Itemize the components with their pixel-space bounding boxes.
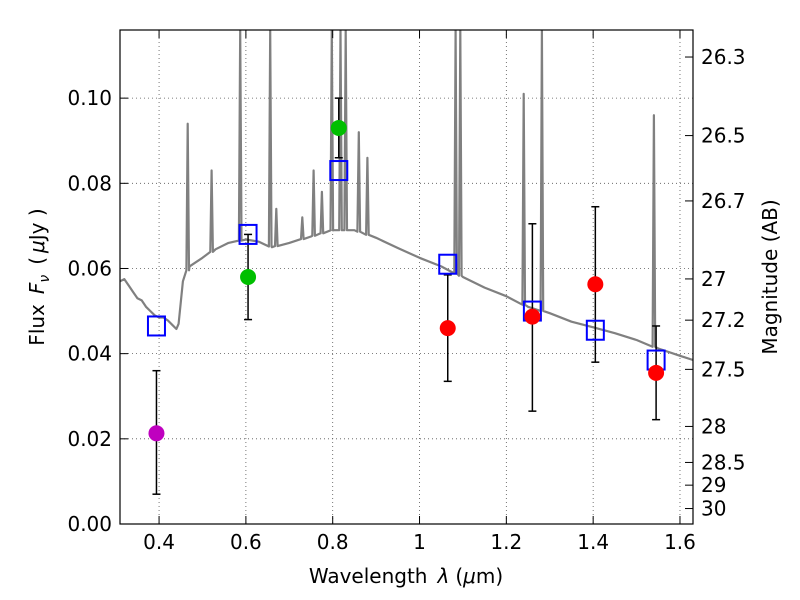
x-tick-label: 1.2 bbox=[490, 530, 522, 554]
mag-tick-label: 27.2 bbox=[701, 308, 746, 332]
observed-point bbox=[439, 320, 456, 337]
x-axis-title: Wavelength λ (μm) bbox=[309, 564, 503, 588]
x-tick-label: 1 bbox=[413, 530, 426, 554]
y-axis-unit-close: Jy ) bbox=[25, 208, 49, 242]
y-axis-unit-open: ( bbox=[25, 257, 49, 265]
observed-point bbox=[648, 364, 665, 381]
observed-point bbox=[330, 119, 347, 136]
spectrum-layer bbox=[120, 30, 693, 362]
observed-point bbox=[148, 425, 165, 442]
y-axis-unit-mu: μ bbox=[25, 240, 49, 254]
y-tick-label: 0.02 bbox=[67, 427, 112, 451]
right-axis-title: Magnitude (AB) bbox=[758, 199, 782, 354]
x-axis-unit-open: ( bbox=[455, 564, 463, 588]
axis-ticks: 0.4 0.6 0.8 1 1.2 1.4 1.6 0.00 0.02 0.04 0.06 0.08 0… bbox=[67, 30, 746, 554]
x-tick-label: 0.8 bbox=[317, 530, 349, 554]
x-axis-unit-close: m) bbox=[476, 564, 503, 588]
model-photometry-square bbox=[238, 223, 258, 245]
y-tick-label: 0.06 bbox=[67, 256, 112, 280]
spectrum-line bbox=[120, 30, 693, 362]
x-axis-unit-mu: μ bbox=[462, 564, 476, 588]
y-tick-label: 0.00 bbox=[67, 512, 112, 536]
y-axis-subscript: ν bbox=[37, 275, 53, 283]
y-tick-label: 0.04 bbox=[67, 342, 112, 366]
mag-tick-label: 28 bbox=[701, 414, 726, 438]
model-photometry-square bbox=[146, 315, 166, 337]
mag-tick-label: 27 bbox=[701, 267, 726, 291]
y-tick-label: 0.10 bbox=[67, 86, 112, 110]
x-axis-title-text: Wavelength bbox=[309, 564, 428, 588]
observed-point bbox=[587, 276, 604, 293]
x-tick-label: 1.6 bbox=[664, 530, 696, 554]
y-axis-title-text: Flux bbox=[25, 304, 49, 346]
x-axis-symbol: λ bbox=[436, 564, 449, 588]
model-photometry-square bbox=[585, 319, 605, 341]
y-axis-symbol: F bbox=[25, 282, 49, 294]
mag-tick-label: 30 bbox=[701, 497, 726, 521]
mag-tick-label: 29 bbox=[701, 473, 726, 497]
model-photometry-square bbox=[329, 160, 349, 182]
observed-point bbox=[524, 308, 541, 325]
mag-tick-label: 26.7 bbox=[701, 189, 746, 213]
observed-points-layer bbox=[148, 119, 665, 442]
mag-tick-label: 27.5 bbox=[701, 357, 746, 381]
observed-point bbox=[240, 269, 257, 285]
mag-tick-label: 26.3 bbox=[701, 45, 746, 69]
plot-background bbox=[120, 30, 693, 524]
plot-frame bbox=[119, 29, 694, 525]
x-tick-label: 0.6 bbox=[230, 530, 262, 554]
x-tick-label: 1.4 bbox=[577, 530, 609, 554]
mag-tick-label: 26.5 bbox=[701, 124, 746, 148]
mag-tick-label: 28.5 bbox=[701, 450, 746, 474]
y-tick-label: 0.08 bbox=[67, 171, 112, 195]
model-photometry-square bbox=[438, 253, 458, 275]
x-tick-label: 0.4 bbox=[143, 530, 175, 554]
model-photometry-layer bbox=[146, 160, 666, 371]
y-axis-title: Flux Fν ( μJy ) bbox=[25, 208, 53, 345]
